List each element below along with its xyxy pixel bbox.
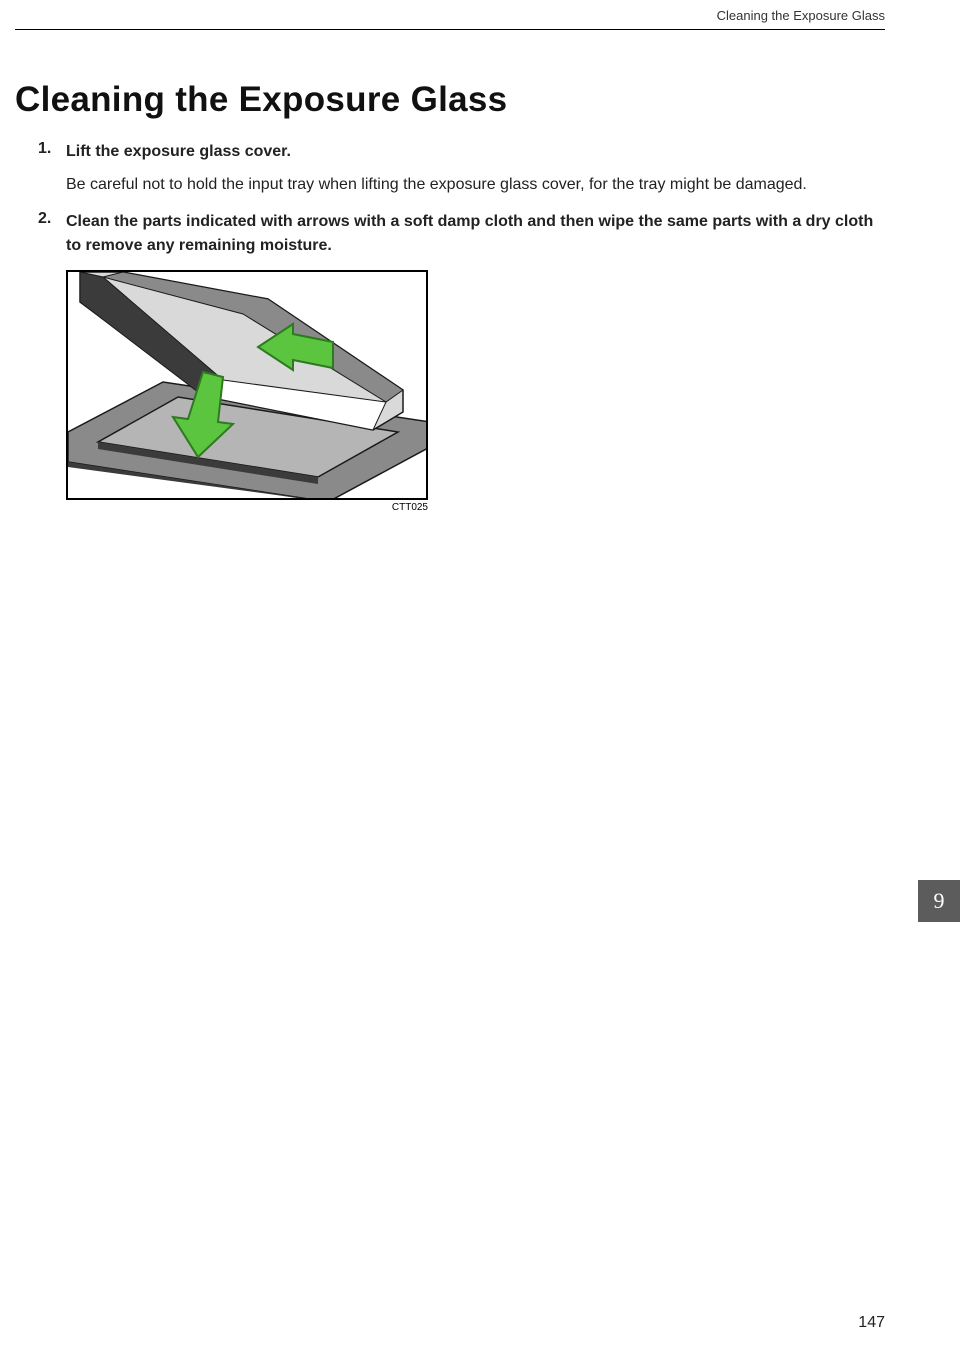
step-1: Lift the exposure glass cover. Be carefu… bbox=[38, 140, 880, 198]
chapter-tab: 9 bbox=[918, 880, 960, 922]
figure-caption: CTT025 bbox=[66, 502, 428, 513]
figure-container: CTT025 bbox=[66, 270, 880, 513]
step-2-title: Clean the parts indicated with arrows wi… bbox=[66, 210, 880, 258]
step-2: Clean the parts indicated with arrows wi… bbox=[38, 210, 880, 513]
running-header: Cleaning the Exposure Glass bbox=[0, 0, 960, 29]
header-rule bbox=[15, 29, 885, 30]
step-1-detail: Be careful not to hold the input tray wh… bbox=[66, 172, 880, 198]
steps-list: Lift the exposure glass cover. Be carefu… bbox=[38, 140, 880, 513]
step-1-title: Lift the exposure glass cover. bbox=[66, 140, 880, 164]
page-number: 147 bbox=[858, 1314, 885, 1332]
scanner-diagram bbox=[66, 270, 428, 500]
page-title: Cleaning the Exposure Glass bbox=[15, 80, 960, 120]
scanner-illustration-svg bbox=[68, 272, 428, 500]
